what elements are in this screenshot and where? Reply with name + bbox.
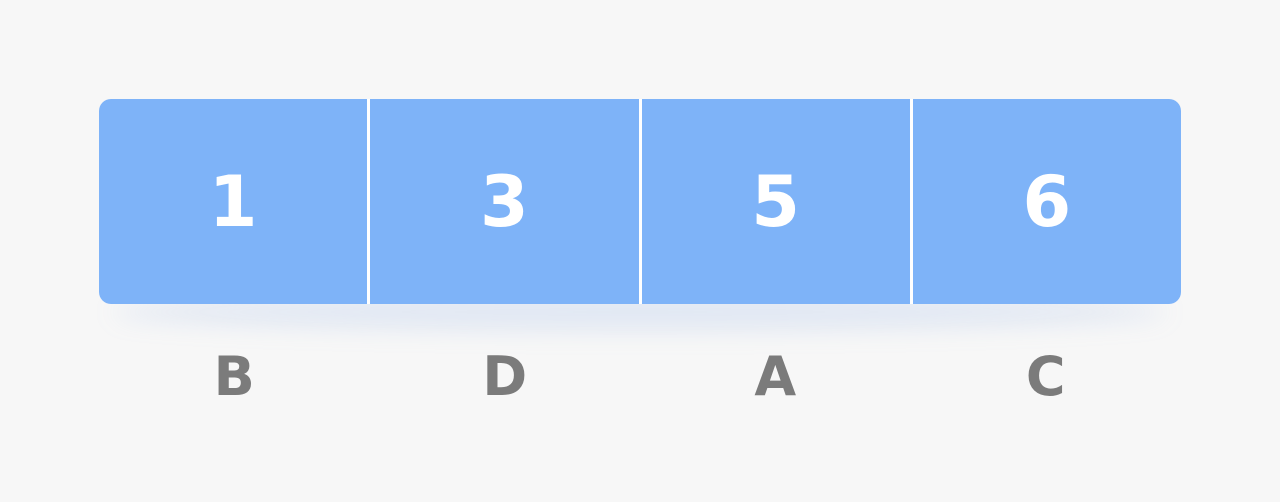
array-diagram: 1 3 5 6 xyxy=(99,99,1181,330)
cell-label-3: C xyxy=(1025,345,1066,408)
array-cell-2: 5 xyxy=(638,99,910,304)
array-cell-0: 1 xyxy=(99,99,368,304)
array-cell-1: 3 xyxy=(367,99,639,304)
cell-labels: B D A C xyxy=(99,350,1181,404)
array-cells: 1 3 5 6 xyxy=(99,99,1181,304)
cell-label-0: B xyxy=(213,345,255,408)
cell-label-2: A xyxy=(754,345,797,408)
array-cell-3: 6 xyxy=(909,99,1181,304)
cell-label-1: D xyxy=(482,345,528,408)
